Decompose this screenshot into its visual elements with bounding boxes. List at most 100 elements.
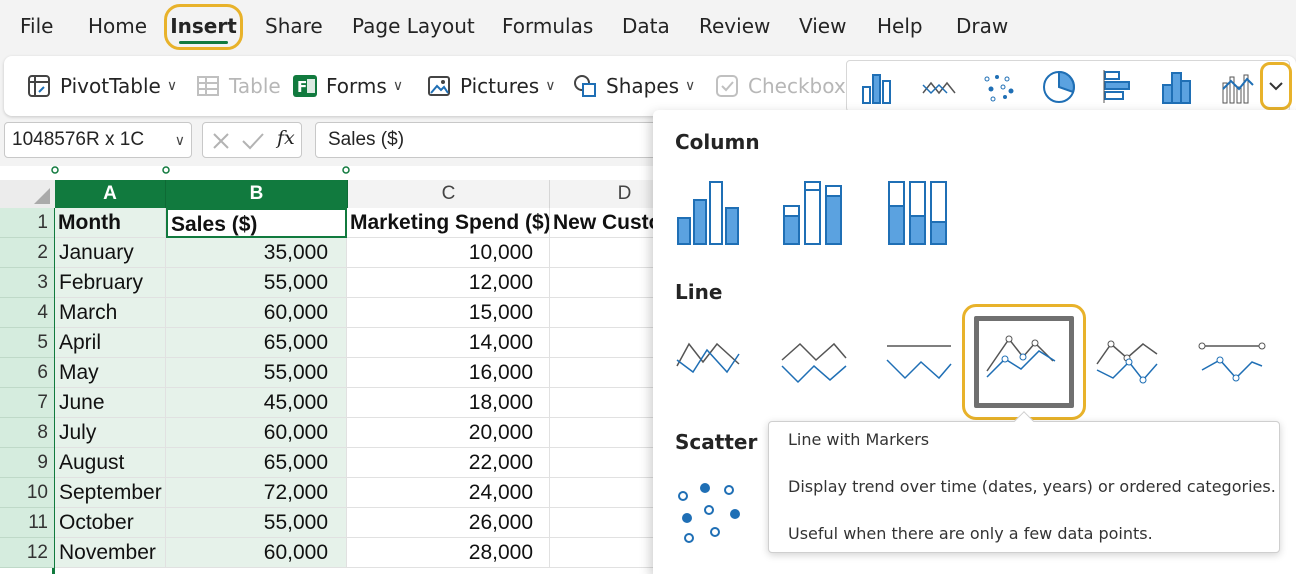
checkbox-button[interactable]: Checkbox bbox=[714, 70, 846, 102]
cell-c-2[interactable]: 10,000 bbox=[347, 238, 550, 268]
bar-chart-icon[interactable] bbox=[1099, 69, 1139, 105]
pivottable-button[interactable]: PivotTable ∨ bbox=[26, 70, 177, 102]
menu-view[interactable]: View bbox=[799, 14, 847, 38]
pictures-label: Pictures bbox=[460, 74, 540, 98]
more-charts-button[interactable] bbox=[1260, 62, 1292, 110]
name-box[interactable]: 1048576R x 1C ∨ bbox=[4, 122, 192, 158]
table-label: Table bbox=[229, 74, 281, 98]
stacked-100-line-icon[interactable] bbox=[883, 332, 963, 402]
cell-a-7[interactable]: June bbox=[55, 388, 166, 418]
scatter-icon[interactable] bbox=[673, 480, 753, 550]
row-header[interactable]: 10 bbox=[0, 478, 54, 508]
cell-c-4[interactable]: 15,000 bbox=[347, 298, 550, 328]
row-header[interactable]: 8 bbox=[0, 418, 54, 448]
cell-a-8[interactable]: July bbox=[55, 418, 166, 448]
chevron-down-icon[interactable]: ∨ bbox=[174, 132, 185, 148]
menu-draw[interactable]: Draw bbox=[956, 14, 1009, 38]
enter-check-icon[interactable] bbox=[241, 131, 265, 151]
line-icon[interactable] bbox=[673, 332, 753, 402]
cell-a-4[interactable]: March bbox=[55, 298, 166, 328]
cell-c-12[interactable]: 28,000 bbox=[347, 538, 550, 568]
cell-a-9[interactable]: August bbox=[55, 448, 166, 478]
pie-chart-icon[interactable] bbox=[1039, 69, 1079, 105]
cell-a-6[interactable]: May bbox=[55, 358, 166, 388]
spreadsheet-grid: A B C D 1 Month Sales ($) Marketing Spend (… bbox=[0, 166, 700, 574]
row-header[interactable]: 5 bbox=[0, 328, 54, 358]
stacked-line-icon[interactable] bbox=[778, 332, 858, 402]
cell-c-7[interactable]: 18,000 bbox=[347, 388, 550, 418]
cell-a-3[interactable]: February bbox=[55, 268, 166, 298]
row-header[interactable]: 11 bbox=[0, 508, 54, 538]
column-header-b[interactable]: B bbox=[166, 180, 348, 208]
select-all-corner[interactable] bbox=[0, 180, 56, 208]
menu-formulas[interactable]: Formulas bbox=[502, 14, 594, 38]
menu-home[interactable]: Home bbox=[88, 14, 148, 38]
clustered-column-icon[interactable] bbox=[673, 178, 753, 248]
menu-help[interactable]: Help bbox=[877, 14, 923, 38]
cell-c-9[interactable]: 22,000 bbox=[347, 448, 550, 478]
row-header[interactable]: 6 bbox=[0, 358, 54, 388]
chevron-down-icon bbox=[1269, 82, 1283, 91]
menu-page-layout[interactable]: Page Layout bbox=[352, 14, 475, 38]
row-header[interactable]: 1 bbox=[0, 208, 54, 238]
cancel-icon[interactable] bbox=[211, 131, 231, 151]
stacked-line-markers-icon[interactable] bbox=[1091, 332, 1171, 402]
cell-c-11[interactable]: 26,000 bbox=[347, 508, 550, 538]
row-header[interactable]: 12 bbox=[0, 538, 54, 568]
stacked-100-line-markers-icon[interactable] bbox=[1196, 332, 1276, 402]
cell-b-1[interactable]: Sales ($) bbox=[166, 208, 347, 238]
cell-c-5[interactable]: 14,000 bbox=[347, 328, 550, 358]
menu-data[interactable]: Data bbox=[622, 14, 670, 38]
row-header[interactable]: 9 bbox=[0, 448, 54, 478]
cell-b-3[interactable]: 55,000 bbox=[166, 268, 347, 298]
cell-a-10[interactable]: September bbox=[55, 478, 166, 508]
tooltip-hint: Useful when there are only a few data po… bbox=[788, 524, 1153, 543]
insert-function-icon[interactable]: fx bbox=[277, 127, 295, 149]
cell-a-1[interactable]: Month bbox=[55, 208, 166, 238]
histogram-chart-icon[interactable] bbox=[1159, 69, 1199, 105]
cell-c-1[interactable]: Marketing Spend ($) bbox=[347, 208, 550, 238]
stacked-column-icon[interactable] bbox=[778, 178, 858, 248]
cell-a-2[interactable]: January bbox=[55, 238, 166, 268]
scatter-chart-icon[interactable] bbox=[979, 69, 1019, 105]
row-header[interactable]: 2 bbox=[0, 238, 54, 268]
table-button[interactable]: Table bbox=[195, 70, 281, 102]
row-header[interactable]: 3 bbox=[0, 268, 54, 298]
cell-b-8[interactable]: 60,000 bbox=[166, 418, 347, 448]
pictures-button[interactable]: Pictures ∨ bbox=[426, 70, 555, 102]
formula-bar-input[interactable]: Sales ($) bbox=[315, 122, 665, 158]
cell-b-10[interactable]: 72,000 bbox=[166, 478, 347, 508]
cell-b-9[interactable]: 65,000 bbox=[166, 448, 347, 478]
cell-a-12[interactable]: November bbox=[55, 538, 166, 568]
column-chart-icon[interactable] bbox=[859, 69, 899, 105]
column-header-c[interactable]: C bbox=[348, 180, 550, 208]
cell-b-11[interactable]: 55,000 bbox=[166, 508, 347, 538]
cell-b-5[interactable]: 65,000 bbox=[166, 328, 347, 358]
cell-b-4[interactable]: 60,000 bbox=[166, 298, 347, 328]
formula-buttons: fx bbox=[202, 122, 302, 158]
forms-button[interactable]: F Forms ∨ bbox=[292, 70, 403, 102]
cell-c-10[interactable]: 24,000 bbox=[347, 478, 550, 508]
menu-review[interactable]: Review bbox=[699, 14, 771, 38]
menu-insert-tab[interactable]: Insert bbox=[164, 4, 243, 50]
combo-chart-icon[interactable] bbox=[1219, 69, 1259, 105]
row-header[interactable]: 4 bbox=[0, 298, 54, 328]
cell-a-5[interactable]: April bbox=[55, 328, 166, 358]
menu-share[interactable]: Share bbox=[265, 14, 323, 38]
row-header[interactable]: 7 bbox=[0, 388, 54, 418]
cell-c-6[interactable]: 16,000 bbox=[347, 358, 550, 388]
cell-a-11[interactable]: October bbox=[55, 508, 166, 538]
cell-b-7[interactable]: 45,000 bbox=[166, 388, 347, 418]
selection-handles[interactable] bbox=[51, 166, 351, 176]
line-chart-icon[interactable] bbox=[919, 69, 959, 105]
cell-c-3[interactable]: 12,000 bbox=[347, 268, 550, 298]
stacked-100-column-icon[interactable] bbox=[883, 178, 963, 248]
line-with-markers-option[interactable] bbox=[974, 316, 1074, 408]
cell-c-8[interactable]: 20,000 bbox=[347, 418, 550, 448]
menu-file[interactable]: File bbox=[20, 14, 54, 38]
column-header-a[interactable]: A bbox=[55, 180, 166, 208]
cell-b-2[interactable]: 35,000 bbox=[166, 238, 347, 268]
cell-b-12[interactable]: 60,000 bbox=[166, 538, 347, 568]
shapes-button[interactable]: Shapes ∨ bbox=[572, 70, 695, 102]
cell-b-6[interactable]: 55,000 bbox=[166, 358, 347, 388]
